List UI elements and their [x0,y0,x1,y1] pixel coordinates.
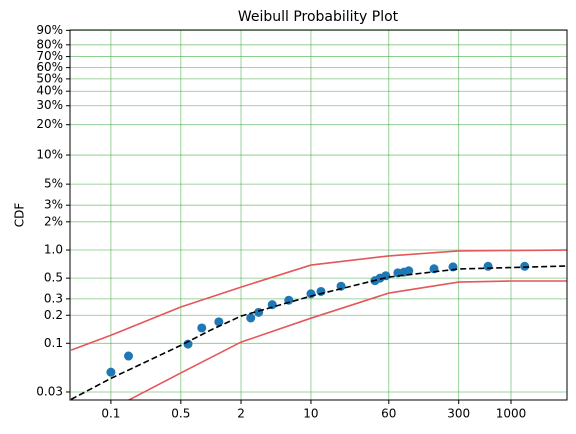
y-tick-label: 0.1 [44,336,63,350]
data-point [336,281,346,291]
fit-line [70,265,567,400]
plot-frame [69,29,568,401]
x-tick-label: 0.1 [101,407,120,421]
grid [70,29,567,400]
x-tick-label: 60 [381,407,396,421]
y-tick-label: 40% [36,84,63,98]
data-point [183,339,193,349]
y-tick-label: 90% [36,23,63,37]
y-tick-label: 50% [36,71,63,85]
data-point [214,317,224,327]
y-tick-label: 0.2 [44,308,63,322]
confidence-bound [70,249,567,351]
x-tick-label: 1000 [496,407,527,421]
y-tick-label: 5% [44,177,63,191]
x-tick-label: 2 [237,407,245,421]
data-point [254,307,264,317]
data-point [124,351,134,361]
y-tick-label: 70% [36,49,63,63]
x-tick-label: 300 [447,407,470,421]
x-tick-label: 10 [303,407,318,421]
data-point [106,367,116,377]
y-tick-label: 2% [44,214,63,228]
data-point [520,261,530,271]
y-axis-label: CDF [13,203,27,228]
y-tick-label: 10% [36,148,63,162]
chart-title: Weibull Probability Plot [238,9,399,25]
y-tick-label: 30% [36,98,63,112]
y-tick-label: 1.0 [44,243,63,257]
data-point [316,286,326,296]
y-tick-label: 0.5 [44,271,63,285]
y-tick-label: 3% [44,198,63,212]
data-point [246,313,256,323]
y-tick-label: 0.03 [36,384,63,398]
confidence-bound [128,280,567,400]
y-tick-label: 20% [36,117,63,131]
y-tick-label: 60% [36,60,63,74]
data-point [267,300,277,310]
data-point [404,266,414,276]
y-tick-label: 80% [36,37,63,51]
x-tick-label: 0.5 [171,407,190,421]
data-point [197,323,207,333]
y-tick-label: 0.3 [44,291,63,305]
data-point [483,261,493,271]
plot-area [70,249,567,400]
